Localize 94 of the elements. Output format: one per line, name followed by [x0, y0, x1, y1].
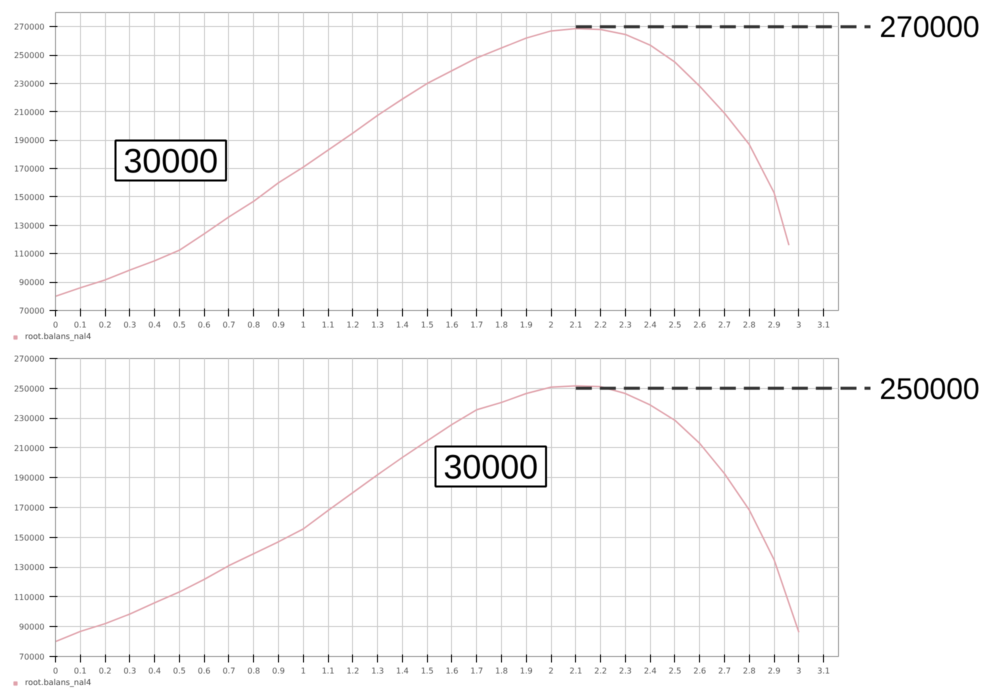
- y-tick-label: 190000: [14, 474, 45, 483]
- x-tick-label: 1.5: [420, 666, 434, 676]
- ref-line-label: 270000: [880, 11, 980, 44]
- annotation: 30000: [444, 448, 538, 486]
- x-tick-label: 1.2: [346, 666, 360, 676]
- x-tick-label: 1.1: [322, 666, 334, 676]
- y-tick-label: 130000: [14, 563, 45, 572]
- x-tick-label: 1.9: [520, 320, 533, 330]
- y-tick-label: 190000: [14, 136, 45, 146]
- x-tick-label: 1.1: [322, 320, 334, 330]
- x-tick-label: 0.9: [272, 666, 285, 676]
- x-tick-label: 1.2: [346, 320, 360, 330]
- x-tick-label: 2.9: [768, 320, 780, 330]
- x-tick-label: 1.4: [396, 666, 409, 676]
- x-tick-label: 0: [52, 320, 58, 330]
- x-tick-label: 2.7: [718, 666, 731, 676]
- x-tick-label: 1.3: [371, 666, 384, 676]
- x-tick-label: 1.8: [495, 320, 508, 330]
- x-tick-label: 1.4: [396, 320, 409, 330]
- x-tick-label: 0.5: [173, 320, 186, 330]
- x-tick-label: 1.6: [446, 320, 458, 330]
- x-tick-label: 0.1: [74, 320, 87, 330]
- x-tick-label: 2.2: [594, 320, 607, 330]
- y-tick-label: 270000: [14, 354, 45, 364]
- x-tick-label: 2.4: [644, 320, 657, 330]
- line-series: [56, 385, 800, 642]
- y-tick-label: 250000: [14, 51, 45, 60]
- line-series: [56, 28, 790, 298]
- x-tick-label: 0.3: [123, 320, 136, 330]
- x-tick-label: 2.7: [718, 320, 731, 330]
- x-tick-label: 2.4: [644, 666, 657, 676]
- x-tick-label: 0.4: [148, 666, 161, 676]
- x-tick-label: 0.8: [247, 666, 260, 676]
- x-tick-label: 0.4: [148, 320, 161, 330]
- y-tick-label: 170000: [14, 504, 45, 512]
- x-tick-label: 0.6: [198, 320, 211, 330]
- x-tick-label: 0.7: [222, 320, 236, 330]
- legend-label: root.balans_nal4: [25, 332, 92, 341]
- x-tick-label: 1.3: [371, 320, 384, 330]
- y-tick-label: 70000: [19, 652, 45, 662]
- x-tick-label: 1.7: [470, 320, 484, 330]
- annotation: 30000: [124, 142, 218, 180]
- y-tick-label: 150000: [14, 192, 45, 202]
- y-tick-label: 170000: [14, 164, 45, 174]
- x-tick-label: 3: [796, 666, 802, 676]
- x-tick-label: 3: [796, 320, 802, 330]
- x-tick-label: 2.5: [668, 320, 682, 330]
- x-tick-label: 0.7: [222, 666, 236, 676]
- x-tick-label: 0.8: [247, 320, 260, 330]
- x-tick-label: 0.1: [74, 666, 87, 676]
- y-tick-label: 110000: [14, 250, 45, 259]
- y-tick-label: 270000: [14, 22, 45, 32]
- x-tick-label: 1.6: [446, 666, 458, 676]
- x-tick-label: 2.8: [742, 666, 756, 676]
- y-tick-label: 230000: [14, 414, 45, 424]
- x-tick-label: 2.1: [569, 320, 582, 330]
- x-tick-label: 1.9: [520, 666, 533, 676]
- y-tick-label: 130000: [14, 221, 45, 230]
- x-tick-label: 2.6: [693, 666, 706, 676]
- x-tick-label: 3.1: [817, 666, 830, 676]
- x-tick-label: 2.5: [668, 666, 682, 676]
- ref-line-label: 250000: [880, 372, 980, 406]
- y-tick-label: 90000: [19, 278, 45, 288]
- x-tick-label: 0.5: [173, 666, 186, 676]
- x-tick-label: 0.9: [272, 320, 285, 330]
- y-tick-label: 70000: [19, 306, 45, 316]
- x-tick-label: 0.3: [123, 666, 136, 676]
- x-tick-label: 2.9: [768, 666, 780, 676]
- x-tick-label: 2.3: [619, 666, 632, 676]
- x-tick-label: 0.2: [98, 320, 112, 330]
- x-tick-label: 1.7: [470, 666, 484, 676]
- y-tick-label: 110000: [14, 592, 45, 602]
- x-tick-label: 3.1: [817, 320, 830, 330]
- y-tick-label: 230000: [14, 79, 45, 88]
- x-tick-label: 2.6: [693, 320, 706, 330]
- x-tick-label: 1.8: [495, 666, 508, 676]
- x-tick-label: 2.2: [594, 666, 607, 676]
- x-tick-label: 2: [548, 666, 554, 676]
- y-tick-label: 210000: [14, 444, 45, 453]
- y-tick-label: 90000: [19, 622, 45, 632]
- x-tick-label: 1.5: [420, 320, 434, 330]
- x-tick-label: 1: [300, 320, 306, 330]
- y-tick-label: 210000: [14, 108, 45, 117]
- x-tick-label: 1: [300, 666, 306, 676]
- x-tick-label: 0.2: [98, 666, 112, 676]
- x-tick-label: 2.1: [569, 666, 582, 676]
- x-tick-label: 2: [548, 320, 554, 330]
- legend-label: root.balans_nal4: [25, 678, 92, 687]
- x-tick-label: 0: [52, 666, 58, 676]
- x-tick-label: 0.6: [198, 666, 211, 676]
- y-tick-label: 150000: [14, 533, 45, 542]
- x-tick-label: 2.8: [742, 320, 756, 330]
- y-tick-label: 250000: [14, 384, 45, 394]
- x-tick-label: 2.3: [619, 320, 632, 330]
